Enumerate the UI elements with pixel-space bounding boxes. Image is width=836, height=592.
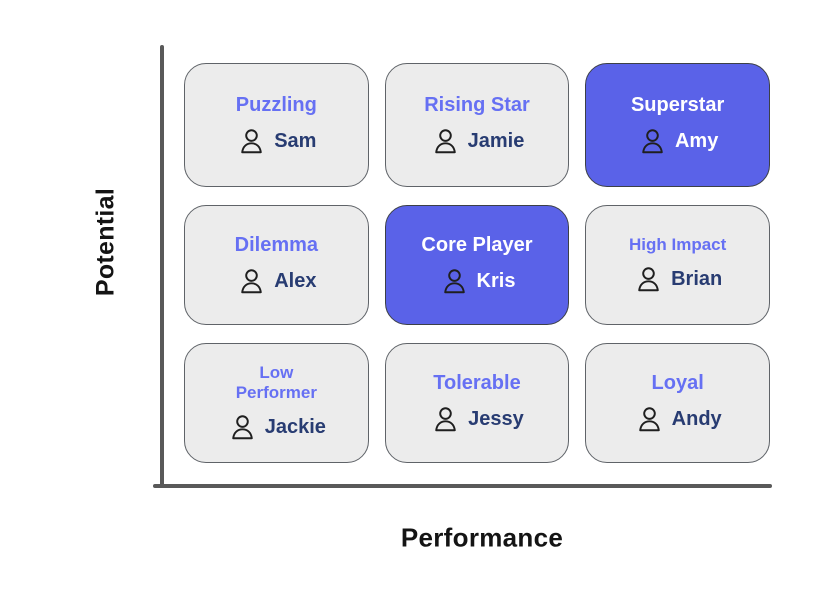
person-icon: [430, 126, 461, 157]
y-axis-line: [160, 45, 164, 488]
person-icon: [227, 412, 258, 443]
person-name: Amy: [674, 129, 719, 152]
grid-cell-dilemma: Dilemma Alex: [184, 205, 369, 325]
grid-cell-core-player: Core Player Kris: [384, 205, 570, 325]
cell-person: Jamie: [430, 126, 525, 157]
cell-person: Sam: [236, 126, 316, 157]
cell-title: Core Player: [421, 233, 533, 256]
grid-cell-tolerable: Tolerable Jessy: [384, 343, 570, 463]
cell-title: Rising Star: [424, 93, 530, 116]
person-name: Jessy: [468, 407, 524, 430]
person-name: Alex: [274, 269, 317, 292]
cell-person: Andy: [634, 404, 722, 435]
person-name: Jackie: [264, 415, 326, 438]
grid-cell-superstar: Superstar Amy: [585, 63, 770, 187]
x-axis-label: Performance: [400, 522, 564, 553]
x-axis-line: [153, 484, 772, 488]
cell-title: Superstar: [630, 93, 725, 116]
person-name: Kris: [476, 269, 516, 292]
person-name: Jamie: [467, 129, 525, 152]
grid-cell-high-impact: High Impact Brian: [585, 205, 770, 325]
matrix-grid: Puzzling Sam Rising Star Jamie Superstar: [184, 63, 770, 463]
cell-person: Amy: [637, 126, 718, 157]
person-name: Andy: [671, 407, 722, 430]
cell-person: Jackie: [227, 412, 326, 443]
person-name: Sam: [274, 129, 317, 152]
grid-cell-rising-star: Rising Star Jamie: [384, 63, 570, 187]
cell-title: Loyal: [651, 371, 704, 394]
person-icon: [236, 126, 267, 157]
cell-title: Puzzling: [235, 93, 317, 116]
person-name: Brian: [671, 267, 723, 290]
grid-cell-loyal: Loyal Andy: [585, 343, 770, 463]
grid-cell-puzzling: Puzzling Sam: [184, 63, 369, 187]
person-icon: [430, 404, 461, 435]
person-icon: [236, 266, 267, 297]
cell-person: Brian: [633, 264, 722, 295]
person-icon: [634, 404, 665, 435]
person-icon: [637, 126, 668, 157]
cell-person: Alex: [236, 266, 316, 297]
person-icon: [633, 264, 664, 295]
grid-cell-low-performer: Low Performer Jackie: [184, 343, 369, 463]
cell-title: High Impact: [629, 235, 727, 255]
cell-title: Low Performer: [235, 363, 317, 402]
cell-person: Jessy: [430, 404, 524, 435]
cell-title: Dilemma: [234, 233, 319, 256]
cell-title: Tolerable: [433, 371, 521, 394]
person-icon: [439, 266, 470, 297]
y-axis-label: Potential: [91, 187, 120, 297]
cell-person: Kris: [439, 266, 516, 297]
